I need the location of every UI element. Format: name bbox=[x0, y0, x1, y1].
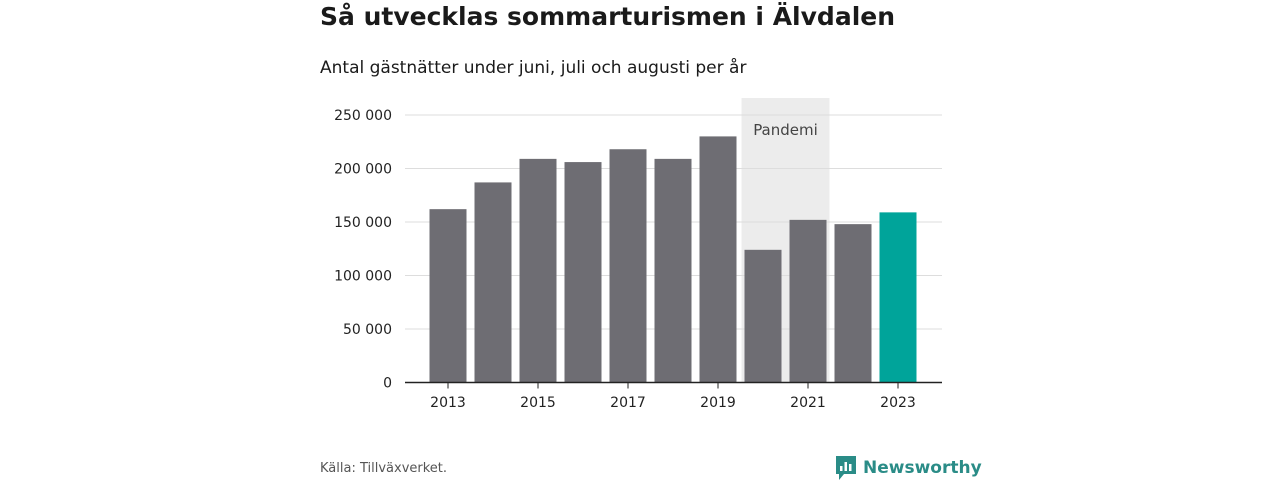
bar-2015 bbox=[519, 158, 557, 383]
source-note: Källa: Tillväxverket. bbox=[320, 461, 448, 476]
bar-2023 bbox=[879, 212, 917, 383]
bar-2016 bbox=[564, 162, 602, 383]
x-tick-label: 2017 bbox=[610, 395, 646, 411]
y-tick-label: 250 000 bbox=[334, 108, 392, 124]
x-tick-label: 2023 bbox=[880, 395, 916, 411]
x-tick-label: 2019 bbox=[700, 395, 736, 411]
bar-2018 bbox=[654, 158, 692, 383]
y-tick-label: 200 000 bbox=[334, 162, 392, 178]
y-tick-label: 0 bbox=[383, 376, 392, 392]
bar-2020 bbox=[744, 249, 782, 383]
bar-2013 bbox=[429, 209, 467, 383]
brand-name: Newsworthy bbox=[863, 458, 982, 478]
y-tick-label: 150 000 bbox=[334, 215, 392, 231]
x-tick-label: 2013 bbox=[430, 395, 466, 411]
newsworthy-icon bbox=[836, 456, 856, 480]
bar-2022 bbox=[834, 224, 872, 383]
bar-2017 bbox=[609, 149, 647, 383]
y-tick-label: 50 000 bbox=[343, 322, 392, 338]
pandemic-band-label: Pandemi bbox=[753, 121, 818, 139]
y-tick-label: 100 000 bbox=[334, 269, 392, 285]
axes: 0 50 000 100 000 150 000 200 000 250 000 2013 2… bbox=[334, 108, 942, 411]
chart-subtitle: Antal gästnätter under juni, juli och au… bbox=[320, 58, 747, 78]
chart-title: Så utvecklas sommarturismen i Älvdalen bbox=[320, 2, 896, 31]
bars bbox=[429, 136, 917, 383]
bar-2021 bbox=[789, 219, 827, 383]
brand-logo: Newsworthy bbox=[835, 455, 982, 481]
x-tick-label: 2015 bbox=[520, 395, 556, 411]
bar-2019 bbox=[699, 136, 737, 383]
x-tick-label: 2021 bbox=[790, 395, 826, 411]
bar-2014 bbox=[474, 182, 512, 383]
